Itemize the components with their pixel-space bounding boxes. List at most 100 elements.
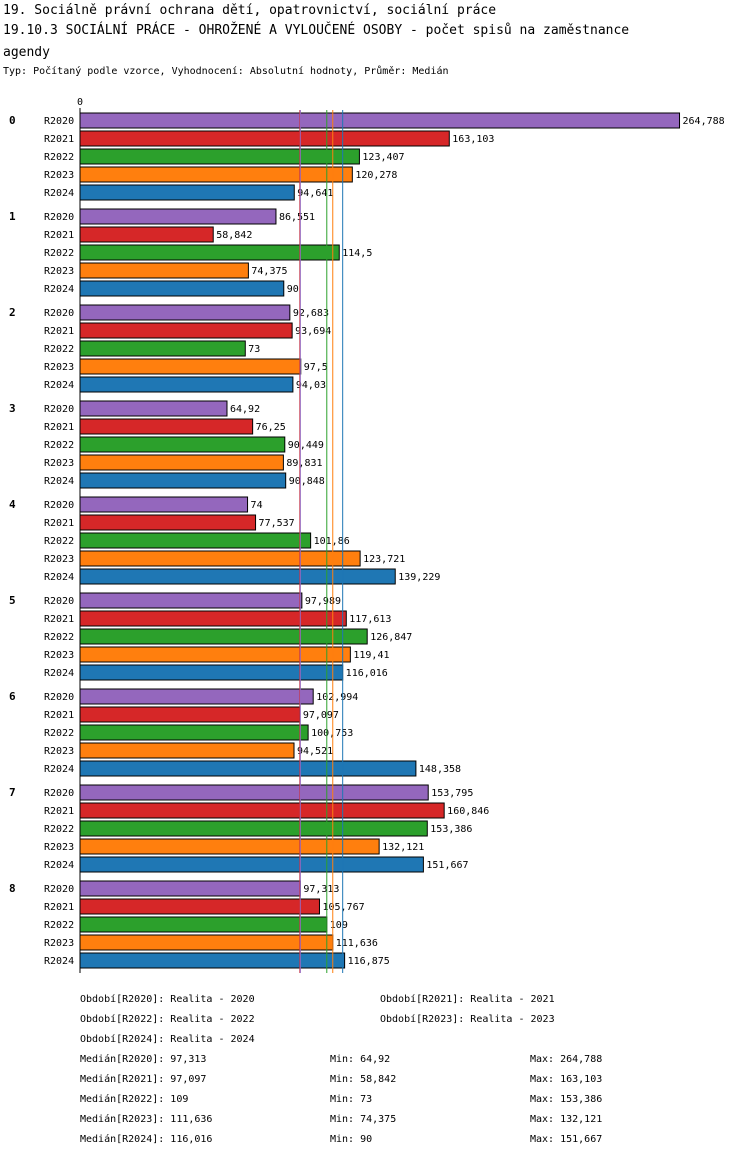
bar-7-r2020 <box>79 784 429 801</box>
bar-7-r2022 <box>79 820 428 837</box>
bar-0-r2022 <box>79 148 360 165</box>
bar-6-r2022 <box>79 724 309 741</box>
value-label-4-r2020: 74 <box>251 500 263 511</box>
category-label-8: 8 <box>9 882 16 895</box>
category-label-7: 7 <box>9 786 16 799</box>
value-label-0-r2021: 163,103 <box>452 134 494 145</box>
bar-0-r2024 <box>79 184 295 201</box>
bar-7-r2021 <box>79 802 445 819</box>
bar-4-r2022 <box>79 532 312 549</box>
series-label-r2021: R2021 <box>44 422 74 433</box>
bar-6-r2024 <box>79 760 417 777</box>
bar-2-r2024 <box>79 376 294 393</box>
series-label-r2020: R2020 <box>44 596 74 607</box>
legend-period-r2022: Období[R2022]: Realita - 2022 <box>80 1014 255 1025</box>
bar-3-r2021 <box>79 418 254 435</box>
series-label-r2021: R2021 <box>44 518 74 529</box>
value-label-2-r2024: 94,03 <box>296 380 326 391</box>
series-label-r2024: R2024 <box>44 476 74 487</box>
stat-max-r2020: Max: 264,788 <box>530 1054 603 1065</box>
value-label-8-r2022: 109 <box>330 920 348 931</box>
x-axis-tick-label: 0 <box>77 97 83 108</box>
legend-period-r2020: Období[R2020]: Realita - 2020 <box>80 994 255 1005</box>
value-label-2-r2020: 92,683 <box>293 308 329 319</box>
chart-title-line-2: 19.10.3 SOCIÁLNÍ PRÁCE - OHROŽENÉ A VYLO… <box>3 23 630 38</box>
value-label-2-r2023: 97,5 <box>304 362 328 373</box>
value-label-6-r2021: 97,097 <box>303 710 339 721</box>
bar-4-r2024 <box>79 568 396 585</box>
value-label-5-r2022: 126,847 <box>370 632 412 643</box>
bar-7-r2023 <box>79 838 380 855</box>
bar-2-r2023 <box>79 358 302 375</box>
series-label-r2020: R2020 <box>44 212 74 223</box>
bar-8-r2023 <box>79 934 334 951</box>
series-label-r2023: R2023 <box>44 746 74 757</box>
stat-min-r2022: Min: 73 <box>330 1094 373 1105</box>
value-label-7-r2021: 160,846 <box>447 806 489 817</box>
bar-4-r2021 <box>79 514 257 531</box>
series-label-r2020: R2020 <box>44 788 74 799</box>
value-label-0-r2022: 123,407 <box>362 152 404 163</box>
value-label-1-r2020: 86,551 <box>279 212 315 223</box>
series-label-r2020: R2020 <box>44 884 74 895</box>
value-label-8-r2024: 116,875 <box>348 956 390 967</box>
series-label-r2023: R2023 <box>44 842 74 853</box>
value-label-0-r2023: 120,278 <box>355 170 397 181</box>
stat-median-r2023: Medián[R2023]: 111,636 <box>80 1114 213 1125</box>
stat-median-r2024: Medián[R2024]: 116,016 <box>80 1134 213 1145</box>
value-label-7-r2023: 132,121 <box>382 842 424 853</box>
bar-8-r2020 <box>79 880 301 897</box>
value-label-3-r2021: 76,25 <box>256 422 286 433</box>
series-label-r2020: R2020 <box>44 308 74 319</box>
category-label-1: 1 <box>9 210 16 223</box>
value-label-6-r2023: 94,521 <box>297 746 333 757</box>
bar-0-r2023 <box>79 166 353 183</box>
bar-5-r2020 <box>79 592 303 609</box>
value-label-5-r2021: 117,613 <box>349 614 391 625</box>
bar-6-r2020 <box>79 688 314 705</box>
chart-subtitle: Typ: Počítaný podle vzorce, Vyhodnocení:… <box>3 66 449 77</box>
series-label-r2022: R2022 <box>44 248 74 259</box>
series-label-r2020: R2020 <box>44 500 74 511</box>
bar-8-r2021 <box>79 898 320 915</box>
legend-period-r2023: Období[R2023]: Realita - 2023 <box>380 1014 555 1025</box>
bar-1-r2024 <box>79 280 285 297</box>
series-label-r2024: R2024 <box>44 956 74 967</box>
category-label-0: 0 <box>9 114 16 127</box>
bar-5-r2021 <box>79 610 347 627</box>
bar-3-r2023 <box>79 454 284 471</box>
series-label-r2024: R2024 <box>44 860 74 871</box>
series-label-r2022: R2022 <box>44 728 74 739</box>
series-label-r2021: R2021 <box>44 134 74 145</box>
value-label-7-r2024: 151,667 <box>426 860 468 871</box>
stat-max-r2022: Max: 153,386 <box>530 1094 603 1105</box>
series-label-r2022: R2022 <box>44 344 74 355</box>
bar-1-r2021 <box>79 226 214 243</box>
chart-title-line-3: agendy <box>3 45 50 60</box>
bar-4-r2020 <box>79 496 249 513</box>
series-label-r2022: R2022 <box>44 920 74 931</box>
series-label-r2024: R2024 <box>44 284 74 295</box>
series-label-r2021: R2021 <box>44 902 74 913</box>
series-label-r2021: R2021 <box>44 614 74 625</box>
bar-2-r2021 <box>79 322 293 339</box>
value-label-0-r2020: 264,788 <box>683 116 725 127</box>
stat-min-r2023: Min: 74,375 <box>330 1114 397 1125</box>
series-label-r2023: R2023 <box>44 458 74 469</box>
value-label-4-r2024: 139,229 <box>398 572 440 583</box>
category-label-3: 3 <box>9 402 16 415</box>
value-label-1-r2023: 74,375 <box>251 266 287 277</box>
series-label-r2020: R2020 <box>44 116 74 127</box>
value-label-8-r2023: 111,636 <box>336 938 378 949</box>
value-label-4-r2023: 123,721 <box>363 554 405 565</box>
series-label-r2023: R2023 <box>44 170 74 181</box>
category-label-6: 6 <box>9 690 16 703</box>
value-label-3-r2020: 64,92 <box>230 404 260 415</box>
value-label-3-r2023: 89,831 <box>286 458 322 469</box>
value-label-0-r2024: 94,641 <box>297 188 333 199</box>
stat-min-r2020: Min: 64,92 <box>330 1054 391 1065</box>
series-label-r2021: R2021 <box>44 326 74 337</box>
value-label-1-r2022: 114,5 <box>342 248 372 259</box>
series-label-r2021: R2021 <box>44 806 74 817</box>
